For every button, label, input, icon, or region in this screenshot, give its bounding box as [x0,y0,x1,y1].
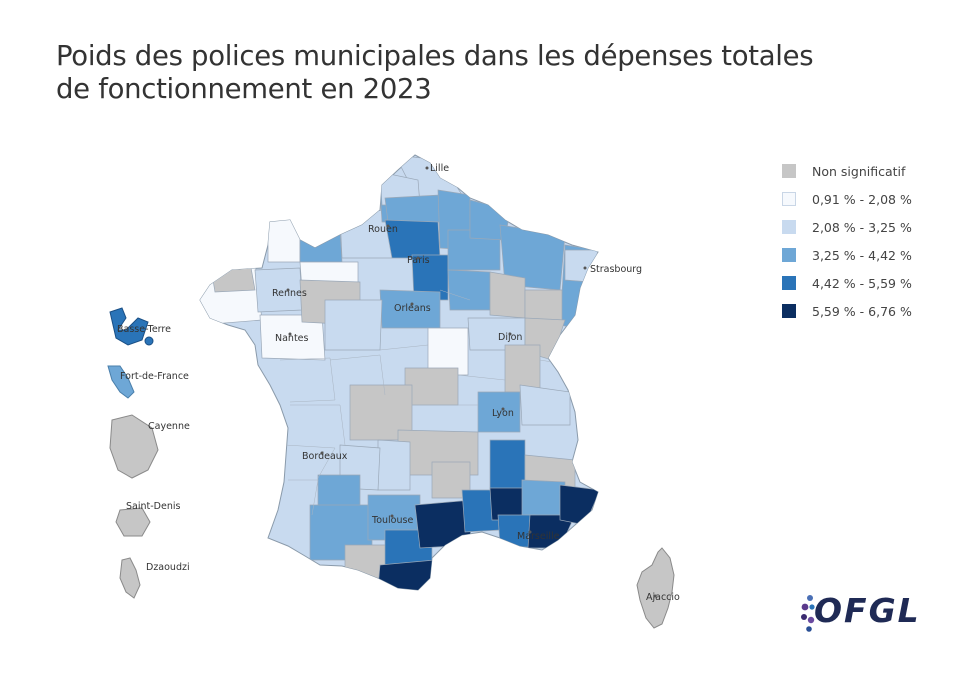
logo-text: OFGL [814,591,921,630]
legend-swatch [782,276,796,290]
city-label: Dijon [498,332,522,343]
reunion-shape [115,507,151,537]
region-lot [377,439,411,491]
city-label: Orléans [394,303,431,314]
region-loir-cher [324,299,383,351]
region-drome [489,439,526,496]
region-calvados [299,229,343,263]
legend-item-class-4: 4,42 % - 5,59 % [782,269,912,297]
legend-label: 3,25 % - 4,42 % [812,247,912,263]
city-label: Lille [430,163,449,174]
corsica [636,547,675,629]
title-line-1: Poids des polices municipales dans les d… [56,40,814,72]
region-ain [519,384,571,426]
region-pyrenees-orientales [377,559,436,590]
region-haute-marne [489,271,526,319]
region-rhone [477,391,521,433]
overseas-label: Dzaoudzi [146,562,190,573]
title-line-2: de fonctionnement en 2023 [56,73,432,105]
mainland-france [199,154,599,591]
martinique-shape [107,365,135,399]
guyane-shape [109,414,159,479]
city-label: Marseille [517,531,560,542]
marie-galante-shape [144,336,154,346]
overseas-label: Fort-de-France [120,371,189,382]
legend: Non significatif 0,91 % - 2,08 % 2,08 % … [782,157,912,325]
legend-label: 0,91 % - 2,08 % [812,191,912,207]
legend-item-class-2: 2,08 % - 3,25 % [782,213,912,241]
legend-item-non-significatif: Non significatif [782,157,912,185]
region-manche [267,214,301,263]
city-label: Nantes [275,333,309,344]
city-label: Bordeaux [302,451,348,462]
legend-swatch [782,164,796,178]
guadeloupe-shape [109,307,149,346]
legend-item-class-1: 0,91 % - 2,08 % [782,185,912,213]
legend-label: Non significatif [812,163,906,179]
region-allier [404,367,459,406]
region-aube [447,269,491,311]
legend-item-class-5: 5,59 % - 6,76 % [782,297,912,325]
map-title: Poids des polices municipales dans les d… [56,40,936,106]
region-essonne [411,254,449,301]
city-label: Toulouse [371,515,413,526]
overseas-label: Cayenne [148,421,190,432]
ofgl-logo: OFGL [800,590,920,636]
legend-label: 4,42 % - 5,59 % [812,275,912,291]
city-labels: Lille Rouen Paris Strasbourg Rennes Orlé… [117,163,680,603]
legend-swatch [782,304,796,318]
region-cotes-armor [209,261,256,293]
city-label: Paris [407,255,430,266]
overseas-label: Basse-Terre [117,324,171,335]
legend-swatch [782,220,796,234]
overseas-label: Saint-Denis [126,501,180,512]
region-finistere [200,259,263,326]
city-markers [286,166,657,598]
city-label: Rouen [368,224,398,235]
legend-swatch [782,248,796,262]
city-label: Lyon [492,408,514,419]
legend-label: 5,59 % - 6,76 % [812,303,912,319]
city-label: Ajaccio [646,592,680,603]
overseas-territories [107,307,159,599]
legend-label: 2,08 % - 3,25 % [812,219,912,235]
mayotte-shape [119,557,141,599]
legend-item-class-3: 3,25 % - 4,42 % [782,241,912,269]
region-alpes-hte-provence [521,479,566,519]
legend-swatch [782,192,796,206]
city-label: Rennes [272,288,307,299]
city-label: Strasbourg [590,264,642,275]
region-nievre [427,327,469,376]
logo-dots-icon [801,595,815,632]
region-saone-loire [504,344,541,393]
region-somme [384,194,441,223]
